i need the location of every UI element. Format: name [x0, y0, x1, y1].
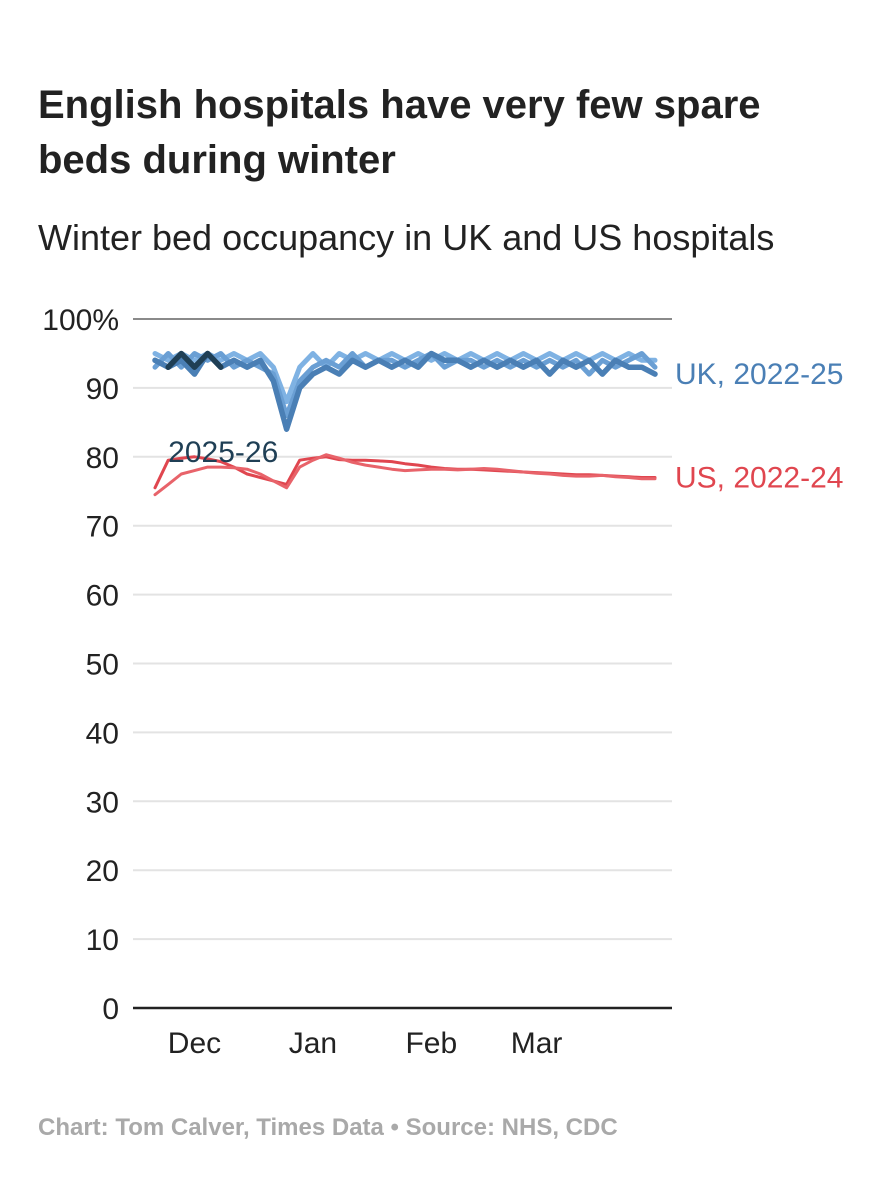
- y-tick-label: 100%: [42, 304, 119, 337]
- x-tick-label: Dec: [168, 1027, 221, 1060]
- y-tick-label: 70: [86, 511, 119, 544]
- x-tick-label: Mar: [511, 1027, 563, 1060]
- series-label: US, 2022-24: [675, 461, 843, 494]
- y-tick-label: 90: [86, 373, 119, 406]
- x-tick-label: Jan: [289, 1027, 337, 1060]
- chart-subtitle: Winter bed occupancy in UK and US hospit…: [38, 217, 774, 258]
- y-tick-label: 30: [86, 786, 119, 819]
- x-tick-label: Feb: [405, 1027, 457, 1060]
- y-tick-label: 10: [86, 924, 119, 957]
- y-tick-label: 0: [102, 993, 119, 1026]
- y-tick-label: 50: [86, 649, 119, 682]
- series-line: [165, 350, 224, 370]
- chart-title: English hospitals have very few spare: [38, 83, 761, 127]
- series-label: UK, 2022-25: [675, 358, 843, 391]
- series-line: [153, 453, 657, 497]
- y-tick-label: 60: [86, 580, 119, 613]
- y-tick-label: 80: [86, 442, 119, 475]
- y-tick-label: 20: [86, 855, 119, 888]
- series-label: 2025-26: [168, 436, 278, 469]
- chart-title: beds during winter: [38, 138, 396, 182]
- series-line: [152, 350, 658, 432]
- source-note: Chart: Tom Calver, Times Data • Source: …: [38, 1114, 618, 1141]
- y-tick-label: 40: [86, 717, 119, 750]
